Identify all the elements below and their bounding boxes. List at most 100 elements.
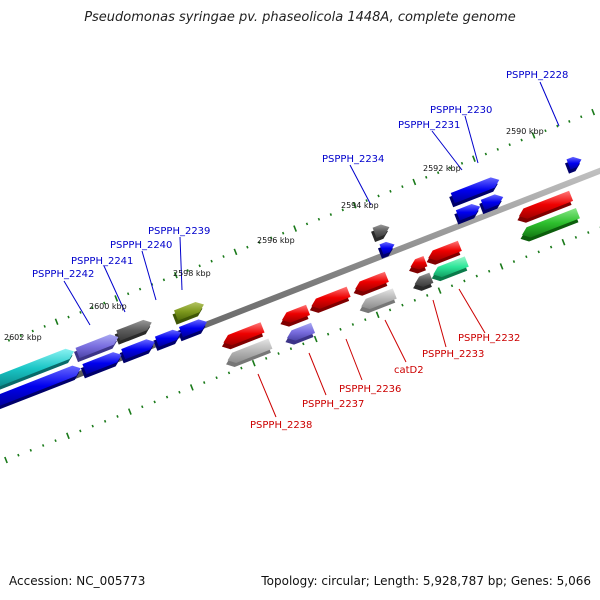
gene-label-pspph-2238[interactable]: PSPPH_2238 <box>250 420 312 431</box>
feature-catd2-a[interactable] <box>413 272 434 291</box>
outer-tick-mark <box>425 175 428 179</box>
inner-tick-mark <box>426 294 429 297</box>
outer-tick-mark <box>91 306 94 310</box>
gene-label-pspph-2234[interactable]: PSPPH_2234 <box>322 154 384 165</box>
feature-pspph-2241-b[interactable] <box>119 339 155 364</box>
feature-catd2[interactable] <box>353 271 389 296</box>
feature-pspph-2236-b[interactable] <box>359 288 397 314</box>
gene-label-pspph-2239[interactable]: PSPPH_2239 <box>148 226 210 237</box>
feature-pspph-2237-b[interactable] <box>285 322 316 345</box>
kbp-label-2602: 2602 kbp <box>4 333 42 342</box>
gene-label-pspph-2228[interactable]: PSPPH_2228 <box>506 70 568 81</box>
forward-leader-line <box>349 164 372 206</box>
outer-tick-mark <box>568 120 571 123</box>
reverse-leader-line <box>384 319 407 363</box>
outer-tick-mark <box>317 217 321 221</box>
feature-pspph-2234-b[interactable] <box>377 241 395 259</box>
gene-features <box>0 156 582 411</box>
inner-tick-mark <box>463 279 466 283</box>
gene-label-pspph-2232[interactable]: PSPPH_2232 <box>458 333 520 344</box>
inner-tick-mark <box>54 439 57 443</box>
feature-pspph-2233-c[interactable] <box>409 255 428 274</box>
kbp-label-2596: 2596 kbp <box>257 236 295 245</box>
inner-tick-mark <box>475 274 478 278</box>
feature-pspph-2243-b[interactable] <box>0 365 81 411</box>
feature-pspph-2228[interactable] <box>564 156 582 174</box>
inner-tick-mark <box>313 335 318 343</box>
feature-pspph-2238[interactable] <box>221 322 265 350</box>
inner-tick-mark <box>116 415 119 418</box>
outer-tick-mark <box>460 161 464 165</box>
outer-tick-mark <box>246 245 249 249</box>
feature-pspph-2243[interactable] <box>0 348 75 392</box>
outer-tick-mark <box>591 108 596 116</box>
inner-tick-mark <box>277 352 280 355</box>
outer-tick-mark <box>401 185 404 189</box>
inner-tick-mark <box>413 298 417 302</box>
inner-tick-mark <box>375 311 380 319</box>
outer-tick-mark <box>484 152 488 156</box>
feature-pspph-2231-b[interactable] <box>479 194 504 215</box>
outer-tick-mark <box>520 138 523 142</box>
gene-label-pspph-2231[interactable]: PSPPH_2231 <box>398 120 460 131</box>
reverse-leader-line <box>345 338 363 381</box>
feature-pspph-2240[interactable] <box>153 329 182 351</box>
outer-tick-mark <box>281 231 285 235</box>
feature-pspph-2236[interactable] <box>309 286 351 313</box>
inner-tick-mark <box>240 366 243 370</box>
inner-tick-mark <box>499 263 504 270</box>
outer-tick-mark <box>31 329 34 333</box>
outer-tick-mark <box>138 287 142 291</box>
outer-tick-mark <box>352 201 357 209</box>
outer-tick-mark <box>7 338 11 342</box>
map-title: Pseudomonas syringae pv. phaseolicola 14… <box>84 10 516 25</box>
gene-label-pspph-2233[interactable]: PSPPH_2233 <box>422 349 484 360</box>
outer-tick-mark <box>126 292 130 296</box>
outer-tick-mark <box>293 225 297 232</box>
inner-tick-mark <box>326 332 330 336</box>
gene-label-pspph-2242[interactable]: PSPPH_2242 <box>32 269 94 280</box>
kbp-label-2590: 2590 kbp <box>506 127 544 136</box>
reverse-leader-line <box>458 288 486 334</box>
feature-pspph-2233-a[interactable] <box>426 240 462 265</box>
gene-label-pspph-2230[interactable]: PSPPH_2230 <box>430 105 492 116</box>
forward-leader-line <box>179 236 183 291</box>
outer-tick-mark <box>556 124 559 128</box>
inner-tick-mark <box>437 287 442 294</box>
inner-tick-mark <box>103 419 107 423</box>
feature-pspph-2232-b[interactable] <box>520 207 580 242</box>
feature-pspph-2237[interactable] <box>280 304 311 327</box>
inner-tick-mark <box>289 347 293 351</box>
inner-tick-mark <box>401 303 404 307</box>
feature-pspph-2242[interactable] <box>74 334 119 363</box>
feature-pspph-2230[interactable] <box>449 177 500 208</box>
inner-tick-mark <box>215 376 218 380</box>
feature-pspph-2242-b[interactable] <box>80 352 122 379</box>
gene-label-pspph-2240[interactable]: PSPPH_2240 <box>110 240 172 251</box>
gene-label-pspph-2237[interactable]: PSPPH_2237 <box>302 399 364 410</box>
reverse-leader-line <box>432 299 447 348</box>
inner-tick-mark <box>41 444 45 447</box>
gene-label-pspph-2241[interactable]: PSPPH_2241 <box>71 256 133 267</box>
inner-tick-mark <box>141 405 144 409</box>
outer-tick-mark <box>162 278 166 282</box>
feature-pspph-2231-a[interactable] <box>454 204 481 225</box>
feature-pspph-2238-b[interactable] <box>226 338 273 367</box>
outer-tick-mark <box>19 334 23 338</box>
inner-tick-mark <box>587 231 590 234</box>
reverse-leader-line <box>308 352 327 396</box>
feature-pspph-2239[interactable] <box>172 301 204 325</box>
inner-tick-mark <box>302 342 305 346</box>
outer-tick-mark <box>412 178 417 186</box>
gene-label-pspph-2236[interactable]: PSPPH_2236 <box>339 384 401 395</box>
inner-tick-mark <box>561 238 566 246</box>
outer-tick-mark <box>377 194 380 198</box>
gene-label-catd2[interactable]: catD2 <box>394 365 424 376</box>
feature-pspph-2241[interactable] <box>114 319 152 345</box>
feature-pspph-2234[interactable] <box>371 224 390 243</box>
feature-pspph-2232-a[interactable] <box>517 190 574 223</box>
outer-tick-mark <box>198 264 201 268</box>
feature-pspph-2239-b[interactable] <box>177 319 208 342</box>
outer-tick-mark <box>436 171 440 175</box>
feature-pspph-2233-b[interactable] <box>431 256 469 282</box>
